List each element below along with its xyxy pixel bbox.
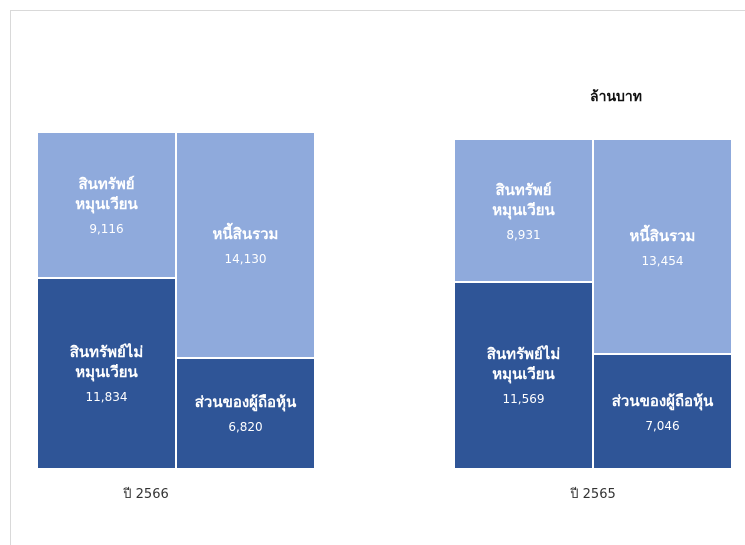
segment: หนี้สินรวม 14,130 bbox=[177, 133, 314, 357]
segment: ส่วนของผู้ถือหุ้น 7,046 bbox=[594, 355, 731, 468]
segment: สินทรัพย์ไม่ หมุนเวียน 11,834 bbox=[38, 278, 175, 468]
segment: หนี้สินรวม 13,454 bbox=[594, 140, 731, 354]
segment-name: ส่วนของผู้ถือหุ้น bbox=[611, 391, 714, 410]
segment-name: สินทรัพย์ หมุนเวียน bbox=[75, 174, 138, 213]
segment: ส่วนของผู้ถือหุ้น 6,820 bbox=[177, 358, 314, 468]
segment-name: หนี้สินรวม bbox=[629, 226, 696, 245]
segment-name: สินทรัพย์ไม่ หมุนเวียน bbox=[69, 343, 144, 382]
segment: สินทรัพย์ หมุนเวียน 9,116 bbox=[38, 133, 175, 277]
segment-name: หนี้สินรวม bbox=[212, 224, 279, 243]
segment: สินทรัพย์ไม่ หมุนเวียน 11,569 bbox=[455, 283, 592, 468]
segment-value: 6,820 bbox=[228, 420, 263, 435]
segment-value: 11,834 bbox=[85, 390, 128, 405]
segment-value: 9,116 bbox=[89, 221, 124, 236]
segment-name: สินทรัพย์ หมุนเวียน bbox=[492, 180, 555, 219]
segment-name: สินทรัพย์ไม่ หมุนเวียน bbox=[486, 345, 561, 384]
segment-name: ส่วนของผู้ถือหุ้น bbox=[194, 393, 297, 412]
segment-value: 11,569 bbox=[502, 392, 545, 407]
unit-label: ล้านบาท bbox=[590, 89, 642, 105]
frame bbox=[10, 10, 745, 545]
x-label: ปี 2565 bbox=[570, 487, 616, 502]
segment-value: 13,454 bbox=[641, 253, 684, 268]
segment-value: 8,931 bbox=[506, 227, 541, 242]
segment-value: 7,046 bbox=[645, 418, 680, 433]
x-label: ปี 2566 bbox=[123, 487, 169, 502]
segment-value: 14,130 bbox=[224, 251, 267, 266]
segment: สินทรัพย์ หมุนเวียน 8,931 bbox=[455, 140, 592, 281]
